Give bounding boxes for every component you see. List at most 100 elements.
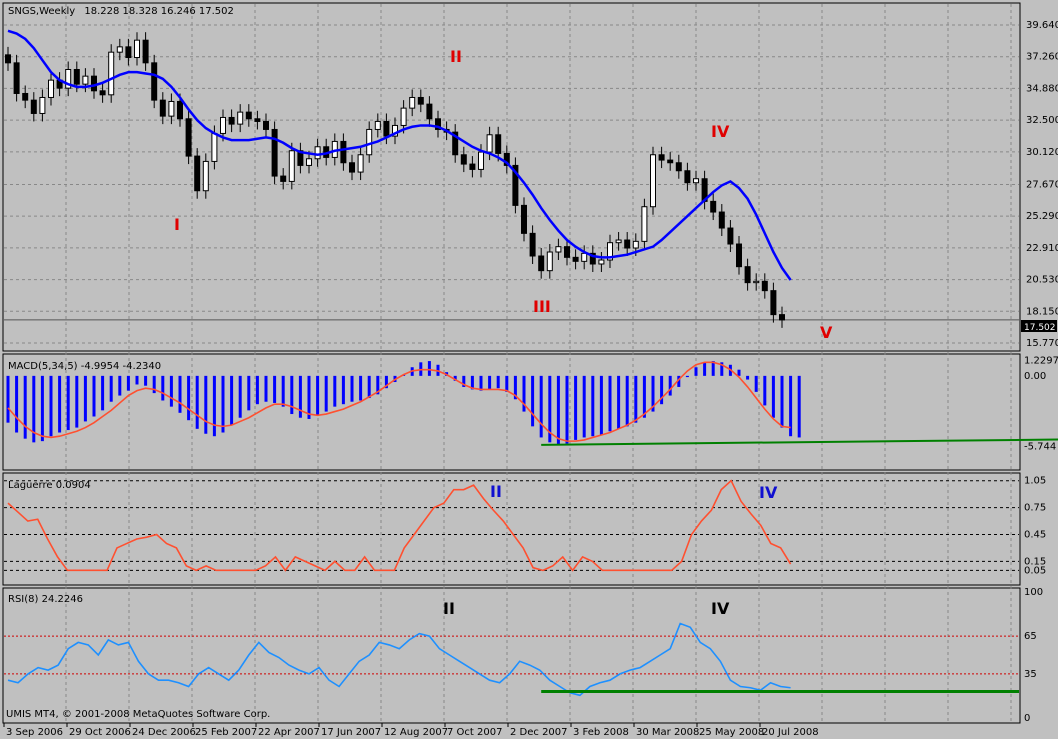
macd-bar (470, 375, 474, 390)
candle-body (718, 211, 725, 229)
macd-bar (522, 375, 526, 412)
macd-bar (178, 375, 182, 413)
date-label: 7 Oct 2007 (447, 727, 502, 738)
candle-body (400, 107, 407, 126)
macd-bar (797, 375, 801, 438)
date-label: 29 Oct 2006 (69, 727, 131, 738)
macd-bar (789, 375, 793, 437)
macd-bar (66, 375, 70, 431)
price-tick-label: 27.670 (1026, 179, 1058, 190)
macd-bar (118, 375, 122, 396)
macd-bar (651, 375, 655, 412)
macd-bar (660, 375, 664, 405)
axis-ticks: 39.640 37.260 34.880 32.500 30.120 27.670 25.2… (3, 20, 1058, 738)
date-label: 22 Apr 2007 (258, 727, 320, 738)
macd-bar (333, 375, 337, 407)
macd-bar (230, 375, 234, 426)
macd-bar (255, 375, 259, 405)
macd-bar (505, 375, 509, 392)
candle-body (744, 266, 751, 284)
rsi-tick-label: 0 (1024, 713, 1030, 724)
macd-bar (531, 375, 535, 427)
macd-bar (101, 375, 105, 411)
macd-tick-label: 0.00 (1024, 371, 1046, 382)
candle-body (546, 251, 553, 272)
price-tick-label: 34.880 (1026, 83, 1058, 94)
candle-body (727, 227, 734, 245)
macd-bar (617, 375, 621, 429)
price-tick-label: 37.260 (1026, 52, 1058, 63)
wave-label-ii: II (450, 47, 462, 66)
price-tick-label: 15.770 (1026, 338, 1058, 349)
macd-bar (290, 375, 294, 415)
macd-bar (677, 375, 681, 387)
price-tick-label: 22.910 (1026, 243, 1058, 254)
candle-body (73, 68, 80, 85)
rsi-pane[interactable] (2, 587, 1021, 724)
candle-body (13, 62, 20, 94)
candle-body (185, 118, 192, 157)
macd-bar (479, 375, 483, 391)
macd-bar (496, 375, 500, 389)
price-tick-label: 25.290 (1026, 211, 1058, 222)
macd-bar (642, 375, 646, 418)
macd-bar (754, 375, 758, 392)
laguerre-line (7, 479, 792, 572)
candle-body (761, 280, 768, 292)
macd-bar (281, 375, 285, 407)
date-label: 25 May 2008 (699, 727, 764, 738)
macd-bar (324, 375, 328, 412)
date-label: 12 Aug 2007 (384, 727, 448, 738)
current-price-box (1021, 320, 1057, 332)
macd-bar (703, 362, 707, 376)
macd-tick-label: 1.2297 (1024, 356, 1058, 367)
candle-body (495, 134, 502, 154)
macd-bar (720, 362, 724, 376)
rsi-label-ii: II (443, 599, 455, 618)
laguerre-pane[interactable] (2, 472, 1021, 586)
candle-body (426, 103, 433, 120)
macd-pane[interactable] (2, 353, 1021, 471)
macd-bar (49, 375, 53, 437)
macd-bar (238, 375, 242, 418)
price-tick-label: 18.150 (1026, 306, 1058, 317)
macd-bar (15, 375, 19, 433)
macd-bar (367, 375, 371, 399)
macd-bar (668, 375, 672, 396)
macd-bar (341, 375, 345, 405)
candle-body (48, 79, 54, 98)
candle-body (417, 96, 424, 105)
laguerre-tick-label: 0.05 (1024, 565, 1046, 576)
candle-body (521, 204, 527, 234)
candle-body (108, 51, 115, 96)
macd-bar (453, 375, 457, 381)
macd-bar (32, 375, 36, 443)
candle-body (22, 92, 29, 101)
macd-bar (195, 375, 199, 429)
macd-bar (591, 375, 595, 437)
macd-bar (376, 375, 380, 395)
price-pane[interactable] (2, 2, 1021, 352)
candle-body (658, 154, 665, 161)
macd-bar (307, 375, 311, 419)
candle-body (65, 68, 72, 89)
candle-body (306, 158, 312, 166)
candle-body (237, 111, 244, 125)
laguerre-label-ii: II (490, 482, 502, 501)
macd-bar (247, 375, 251, 411)
candle-body (125, 46, 132, 59)
candle-body (91, 75, 97, 92)
candle-body (452, 131, 459, 156)
candle-body (607, 242, 613, 261)
candle-body (228, 116, 235, 125)
candle-body (263, 120, 269, 130)
macd-signal-line (7, 361, 791, 442)
candle-body (435, 118, 441, 130)
macd-bar (23, 375, 27, 439)
macd-bar (771, 375, 775, 418)
macd-bar (685, 375, 689, 378)
laguerre-label-iv: IV (759, 483, 778, 502)
macd-bar (488, 375, 492, 390)
